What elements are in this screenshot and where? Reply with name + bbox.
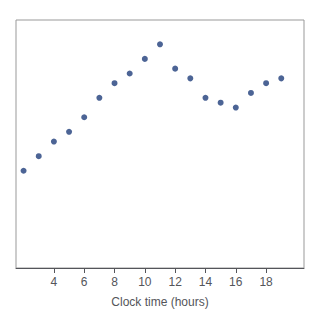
svg-text:4: 4 [51,275,58,289]
svg-text:18: 18 [259,275,273,289]
svg-text:6: 6 [81,275,88,289]
svg-text:12: 12 [168,275,182,289]
svg-text:Clock time (hours): Clock time (hours) [111,295,208,309]
svg-text:8: 8 [111,275,118,289]
svg-text:14: 14 [199,275,213,289]
svg-text:10: 10 [138,275,152,289]
svg-text:16: 16 [229,275,243,289]
